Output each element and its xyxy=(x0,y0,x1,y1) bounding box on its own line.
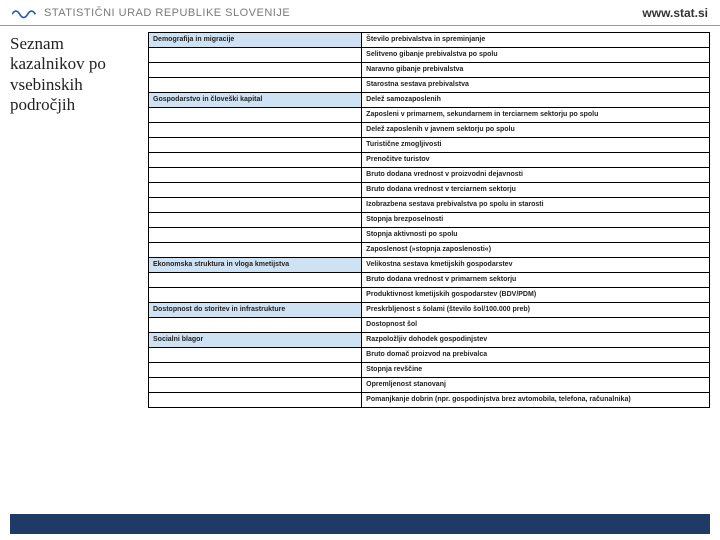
indicator-cell: Prenočitve turistov xyxy=(362,153,710,168)
page-title: Seznam kazalnikov po vsebinskih področji… xyxy=(10,34,142,116)
category-cell: Socialni blagor xyxy=(149,333,362,348)
table-row: Produktivnost kmetijskih gospodarstev (B… xyxy=(149,288,710,303)
indicator-cell: Dostopnost šol xyxy=(362,318,710,333)
indicator-cell: Preskrbljenost s šolami (število šol/100… xyxy=(362,303,710,318)
category-cell-empty xyxy=(149,378,362,393)
table-row: Prenočitve turistov xyxy=(149,153,710,168)
category-cell-empty xyxy=(149,78,362,93)
table-row: Bruto dodana vrednost v primarnem sektor… xyxy=(149,273,710,288)
category-cell-empty xyxy=(149,198,362,213)
table-row: Stopnja brezposelnosti xyxy=(149,213,710,228)
category-cell-empty xyxy=(149,153,362,168)
indicator-cell: Število prebivalstva in spreminjanje xyxy=(362,33,710,48)
table-row: Opremljenost stanovanj xyxy=(149,378,710,393)
indicator-cell: Razpoložljiv dohodek gospodinjstev xyxy=(362,333,710,348)
sidebar: Seznam kazalnikov po vsebinskih področji… xyxy=(10,32,148,408)
table-row: Socialni blagorRazpoložljiv dohodek gosp… xyxy=(149,333,710,348)
category-cell-empty xyxy=(149,363,362,378)
indicator-cell: Izobrazbena sestava prebivalstva po spol… xyxy=(362,198,710,213)
footer-bar xyxy=(10,514,710,534)
category-cell-empty xyxy=(149,48,362,63)
indicator-cell: Naravno gibanje prebivalstva xyxy=(362,63,710,78)
table-row: Bruto domač proizvod na prebivalca xyxy=(149,348,710,363)
category-cell-empty xyxy=(149,168,362,183)
table-row: Dostopnost do storitev in infrastrukture… xyxy=(149,303,710,318)
category-cell: Dostopnost do storitev in infrastrukture xyxy=(149,303,362,318)
category-cell-empty xyxy=(149,243,362,258)
org-name: STATISTIČNI URAD REPUBLIKE SLOVENIJE xyxy=(44,7,290,19)
table-row: Zaposleni v primarnem, sekundarnem in te… xyxy=(149,108,710,123)
indicator-cell: Bruto dodana vrednost v primarnem sektor… xyxy=(362,273,710,288)
indicator-cell: Turistične zmogljivosti xyxy=(362,138,710,153)
indicator-cell: Bruto dodana vrednost v terciarnem sekto… xyxy=(362,183,710,198)
indicator-cell: Bruto domač proizvod na prebivalca xyxy=(362,348,710,363)
table-row: Zaposlenost (»stopnja zaposlenosti«) xyxy=(149,243,710,258)
indicator-cell: Opremljenost stanovanj xyxy=(362,378,710,393)
indicator-cell: Pomanjkanje dobrin (npr. gospodinjstva b… xyxy=(362,393,710,408)
indicator-cell: Stopnja revščine xyxy=(362,363,710,378)
category-cell: Ekonomska struktura in vloga kmetijstva xyxy=(149,258,362,273)
category-cell-empty xyxy=(149,318,362,333)
category-cell-empty xyxy=(149,183,362,198)
category-cell-empty xyxy=(149,108,362,123)
header: STATISTIČNI URAD REPUBLIKE SLOVENIJE www… xyxy=(0,0,720,26)
site-url: www.stat.si xyxy=(642,6,708,20)
indicator-cell: Bruto dodana vrednost v proizvodni dejav… xyxy=(362,168,710,183)
indicator-cell: Delež samozaposlenih xyxy=(362,93,710,108)
table-row: Stopnja revščine xyxy=(149,363,710,378)
table-row: Selitveno gibanje prebivalstva po spolu xyxy=(149,48,710,63)
category-cell-empty xyxy=(149,348,362,363)
category-cell-empty xyxy=(149,138,362,153)
table-row: Pomanjkanje dobrin (npr. gospodinjstva b… xyxy=(149,393,710,408)
indicators-table-wrap: Demografija in migracijeŠtevilo prebival… xyxy=(148,32,710,408)
header-left: STATISTIČNI URAD REPUBLIKE SLOVENIJE xyxy=(12,6,290,20)
indicator-cell: Selitveno gibanje prebivalstva po spolu xyxy=(362,48,710,63)
table-row: Turistične zmogljivosti xyxy=(149,138,710,153)
category-cell-empty xyxy=(149,213,362,228)
category-cell-empty xyxy=(149,228,362,243)
category-cell: Demografija in migracije xyxy=(149,33,362,48)
indicator-cell: Starostna sestava prebivalstva xyxy=(362,78,710,93)
table-row: Bruto dodana vrednost v terciarnem sekto… xyxy=(149,183,710,198)
indicators-table: Demografija in migracijeŠtevilo prebival… xyxy=(148,32,710,408)
table-row: Stopnja aktivnosti po spolu xyxy=(149,228,710,243)
table-row: Izobrazbena sestava prebivalstva po spol… xyxy=(149,198,710,213)
table-row: Demografija in migracijeŠtevilo prebival… xyxy=(149,33,710,48)
category-cell-empty xyxy=(149,123,362,138)
content: Seznam kazalnikov po vsebinskih področji… xyxy=(0,26,720,408)
table-row: Bruto dodana vrednost v proizvodni dejav… xyxy=(149,168,710,183)
wave-logo-icon xyxy=(12,6,38,20)
indicator-cell: Stopnja brezposelnosti xyxy=(362,213,710,228)
category-cell-empty xyxy=(149,63,362,78)
indicator-cell: Stopnja aktivnosti po spolu xyxy=(362,228,710,243)
indicator-cell: Zaposlenost (»stopnja zaposlenosti«) xyxy=(362,243,710,258)
table-row: Naravno gibanje prebivalstva xyxy=(149,63,710,78)
table-row: Dostopnost šol xyxy=(149,318,710,333)
indicator-cell: Velikostna sestava kmetijskih gospodarst… xyxy=(362,258,710,273)
indicator-cell: Produktivnost kmetijskih gospodarstev (B… xyxy=(362,288,710,303)
table-row: Starostna sestava prebivalstva xyxy=(149,78,710,93)
indicator-cell: Zaposleni v primarnem, sekundarnem in te… xyxy=(362,108,710,123)
table-row: Gospodarstvo in človeški kapitalDelež sa… xyxy=(149,93,710,108)
category-cell-empty xyxy=(149,288,362,303)
table-row: Ekonomska struktura in vloga kmetijstvaV… xyxy=(149,258,710,273)
category-cell: Gospodarstvo in človeški kapital xyxy=(149,93,362,108)
table-row: Delež zaposlenih v javnem sektorju po sp… xyxy=(149,123,710,138)
category-cell-empty xyxy=(149,393,362,408)
category-cell-empty xyxy=(149,273,362,288)
indicator-cell: Delež zaposlenih v javnem sektorju po sp… xyxy=(362,123,710,138)
